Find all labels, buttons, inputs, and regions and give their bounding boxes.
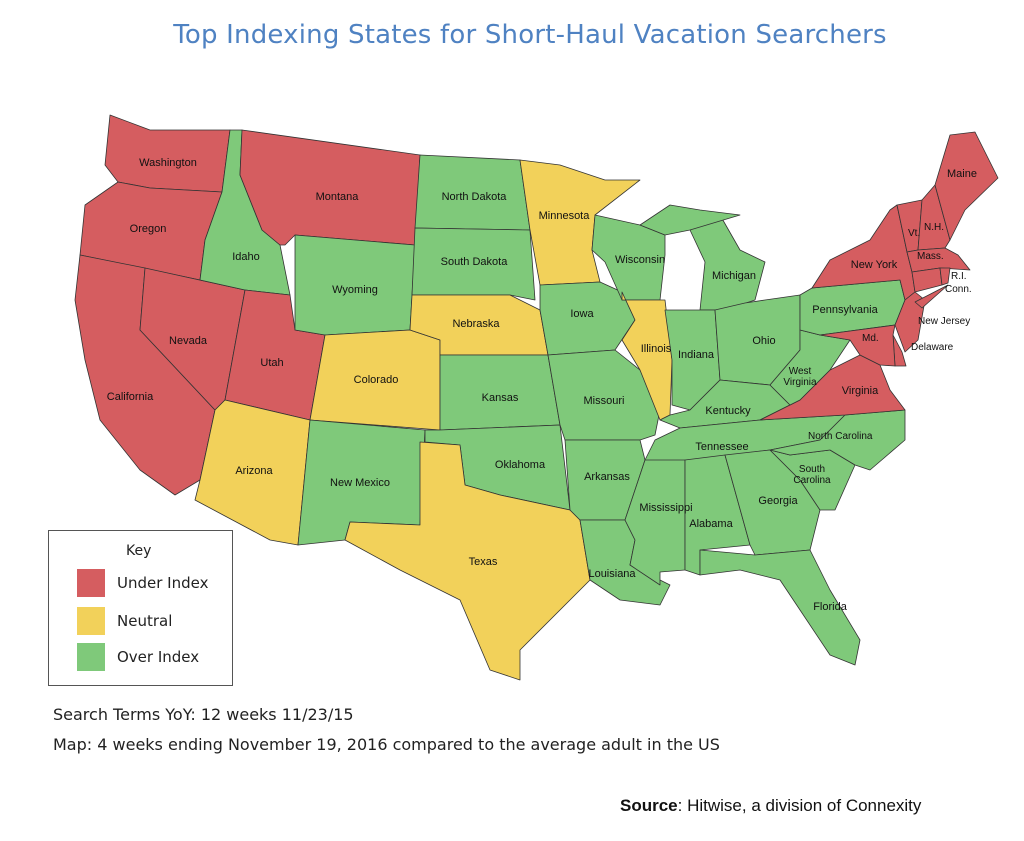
- state-label: North Carolina: [808, 431, 873, 442]
- legend-title: Key: [126, 543, 152, 559]
- state-label: Colorado: [354, 374, 399, 386]
- state-label: Arizona: [235, 465, 273, 477]
- state-label: Pennsylvania: [812, 304, 878, 316]
- state-label: Ohio: [752, 335, 775, 347]
- state-label: South Carolina: [793, 464, 831, 486]
- state-label: Arkansas: [584, 471, 630, 483]
- state-label: Maine: [947, 168, 977, 180]
- state-label: New York: [851, 259, 898, 271]
- state-label: Conn.: [945, 284, 972, 295]
- state-missouri: [547, 349, 661, 441]
- map-title: Top Indexing States for Short-Haul Vacat…: [173, 20, 887, 50]
- state-label: Michigan: [712, 270, 756, 282]
- state-label: Louisiana: [588, 568, 636, 580]
- state-label: Iowa: [570, 308, 594, 320]
- state-label: South Dakota: [441, 256, 509, 268]
- legend-label: Neutral: [117, 612, 173, 630]
- state-label: Oklahoma: [495, 459, 546, 471]
- legend-swatch-yellow: [77, 607, 105, 635]
- state-label: Nevada: [169, 335, 208, 347]
- state-label: New Mexico: [330, 477, 390, 489]
- state-label: Oregon: [130, 223, 167, 235]
- state-north-carolina: [769, 409, 906, 471]
- legend-label: Under Index: [117, 574, 209, 592]
- state-maine: [934, 131, 999, 241]
- state-r-i: [939, 267, 951, 286]
- state-label: Illinois: [641, 343, 672, 355]
- legend-item-over-index: Over Index: [77, 643, 199, 671]
- state-label: Delaware: [911, 342, 954, 353]
- state-label: Montana: [316, 191, 360, 203]
- state-label: R.I.: [951, 271, 967, 282]
- state-label: Kentucky: [705, 405, 751, 417]
- state-label: Tennessee: [695, 441, 748, 453]
- state-montana: [239, 129, 421, 246]
- state-label: Alabama: [689, 518, 733, 530]
- state-label: Mississippi: [639, 502, 692, 514]
- state-washington: [104, 114, 231, 193]
- state-label: Utah: [260, 357, 283, 369]
- state-label: Wyoming: [332, 284, 378, 296]
- legend-swatch-green: [77, 643, 105, 671]
- state-michigan: [689, 214, 766, 311]
- state-conn: [911, 267, 943, 293]
- state-label: Virginia: [842, 385, 879, 397]
- state-label: North Dakota: [442, 191, 508, 203]
- state-label: Mass.: [917, 251, 944, 262]
- state-label: Idaho: [232, 251, 260, 263]
- state-label: Wisconsin: [615, 254, 665, 266]
- legend-item-under-index: Under Index: [77, 569, 208, 597]
- state-label: Md.: [862, 333, 879, 344]
- source-credit: Source: Hitwise, a division of Connexity: [620, 796, 921, 816]
- state-label: Washington: [139, 157, 197, 169]
- state-florida: [699, 549, 861, 666]
- state-michigan: [639, 204, 741, 236]
- state-label: Florida: [813, 601, 848, 613]
- state-label: California: [107, 391, 154, 403]
- state-label: Kansas: [482, 392, 519, 404]
- state-label: Indiana: [678, 349, 715, 361]
- state-south-dakota: [411, 227, 536, 301]
- state-label: Texas: [469, 556, 498, 568]
- source-text: : Hitwise, a division of Connexity: [677, 796, 922, 815]
- state-new-york: [914, 284, 949, 309]
- legend-item-neutral: Neutral: [77, 607, 172, 635]
- state-n-h: [917, 184, 951, 251]
- state-label: Vt.: [908, 228, 920, 239]
- state-label: Nebraska: [452, 318, 500, 330]
- state-label: Minnesota: [539, 210, 591, 222]
- map-legend: Key Under Index Neutral Over Index: [48, 530, 233, 686]
- state-label: New Jersey: [918, 316, 970, 327]
- state-label: Missouri: [584, 395, 625, 407]
- map-period-note: Map: 4 weeks ending November 19, 2016 co…: [53, 735, 720, 754]
- legend-label: Over Index: [117, 648, 200, 666]
- state-texas: [344, 441, 591, 681]
- source-label: Source: [620, 796, 678, 815]
- state-label: Georgia: [758, 495, 798, 507]
- state-md: [819, 324, 896, 367]
- state-label: N.H.: [924, 222, 944, 233]
- state-label: West Virginia: [783, 366, 817, 388]
- legend-swatch-red: [77, 569, 105, 597]
- search-terms-note: Search Terms YoY: 12 weeks 11/23/15: [53, 705, 354, 724]
